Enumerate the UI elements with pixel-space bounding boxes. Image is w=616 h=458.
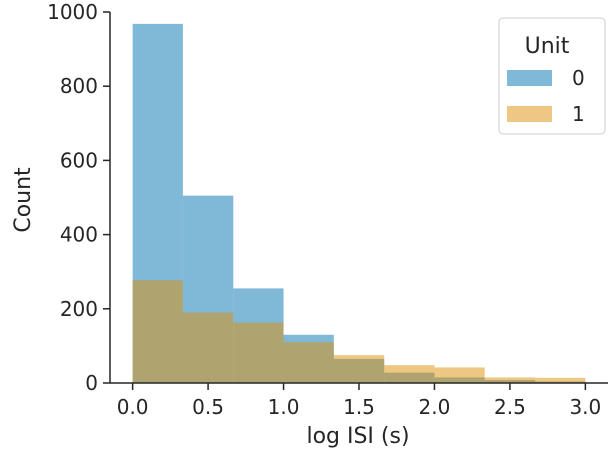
x-tick-label: 2.0 — [419, 395, 451, 419]
y-tick-label: 400 — [60, 223, 98, 247]
x-tick-label: 1.5 — [343, 395, 375, 419]
y-tick-label: 600 — [60, 148, 98, 172]
x-tick-label: 0.5 — [192, 395, 224, 419]
bar-unit-1-bin-2 — [233, 322, 284, 383]
legend-label-unit-1: 1 — [572, 102, 585, 126]
x-tick-label: 2.5 — [494, 395, 526, 419]
legend-items: 01 — [507, 66, 585, 126]
bar-unit-1-bin-4 — [333, 355, 385, 383]
bar-unit-1-bin-1 — [182, 312, 234, 383]
bar-unit-1-bin-6 — [434, 367, 485, 383]
ticks-layer: 0.0 0.5 1.0 1.5 2.0 2.5 3.0 0 200 400 600 800 1000 — [47, 0, 601, 419]
x-axis-label: log ISI (s) — [306, 424, 409, 449]
y-tick-label: 1000 — [47, 0, 98, 24]
bars-layer — [132, 23, 586, 383]
y-tick-label: 0 — [85, 371, 98, 395]
bar-unit-1-bin-8 — [535, 377, 586, 383]
bar-unit-1-bin-0 — [132, 280, 183, 383]
y-axis-label: Count — [11, 167, 36, 233]
bar-unit-1-bin-5 — [384, 365, 435, 383]
legend-swatch-unit-1 — [507, 106, 552, 122]
y-tick-label: 800 — [60, 74, 98, 98]
legend: Unit 01 — [498, 17, 606, 135]
bar-unit-1-bin-7 — [484, 377, 536, 383]
y-tick-label: 200 — [60, 297, 98, 321]
legend-label-unit-0: 0 — [572, 66, 585, 90]
bar-unit-1-bin-3 — [283, 342, 334, 383]
x-tick-label: 1.0 — [268, 395, 300, 419]
x-tick-label: 3.0 — [569, 395, 601, 419]
legend-swatch-unit-0 — [507, 70, 552, 86]
x-tick-label: 0.0 — [117, 395, 149, 419]
legend-title: Unit — [525, 34, 570, 59]
